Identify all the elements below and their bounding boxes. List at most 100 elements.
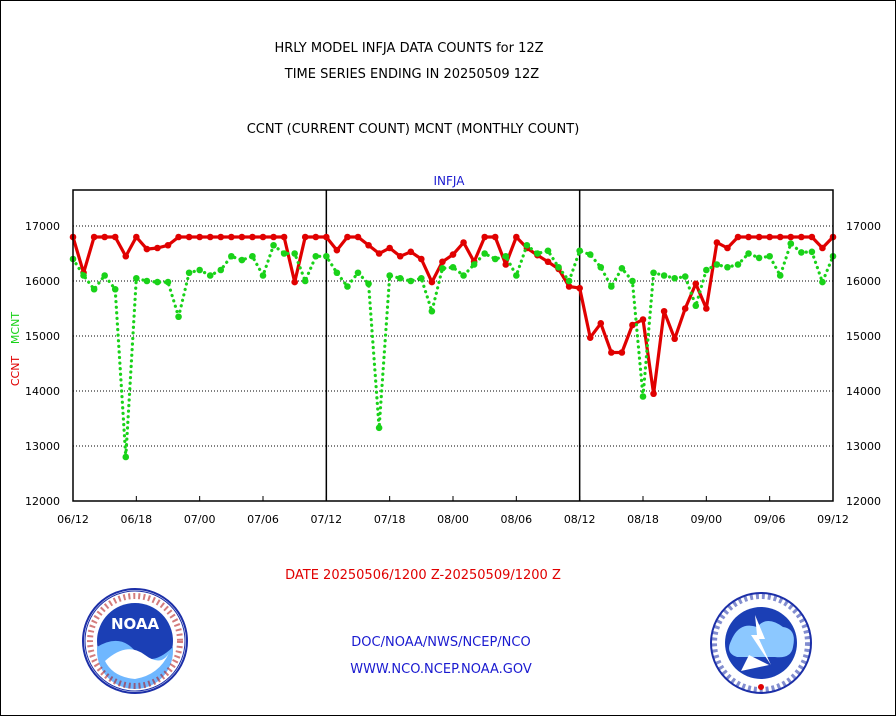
ccnt-point-39: [481, 233, 488, 241]
ccnt-point-68: [787, 233, 795, 241]
ccnt-point-59: [692, 280, 700, 288]
mcnt-point-42: [513, 272, 520, 279]
mcnt-point-58: [681, 273, 689, 280]
mcnt-point-62: [724, 263, 731, 271]
x-tick-label-09-06: 09/06: [754, 513, 786, 526]
x-tick-label-07-18: 07/18: [374, 513, 406, 526]
ccnt-point-14: [217, 233, 225, 241]
ccnt-point-31: [396, 252, 404, 260]
mcnt-point-34: [428, 307, 436, 315]
ccnt-point-67: [776, 233, 784, 241]
org-path: DOC/NOAA/NWS/NCEP/NCO: [351, 635, 530, 650]
ccnt-point-52: [618, 349, 626, 356]
mcnt-point-1: [80, 272, 87, 279]
ccnt-point-62: [724, 244, 731, 252]
ccnt-point-26: [344, 233, 351, 241]
ccnt-point-42: [513, 233, 520, 241]
ccnt-point-22: [301, 233, 309, 241]
mcnt-point-44: [534, 250, 541, 257]
mcnt-point-35: [439, 265, 446, 272]
mcnt-point-70: [808, 248, 816, 256]
y-tick-label-right-13000: 13000: [846, 440, 881, 453]
mcnt-point-63: [734, 261, 742, 268]
ccnt-point-8: [154, 244, 161, 252]
ccnt-point-53: [629, 321, 636, 329]
ccnt-point-18: [259, 233, 267, 241]
y-axis-label-mcnt: MCNT: [9, 312, 22, 344]
ccnt-point-15: [228, 233, 235, 241]
nws-logo: [710, 592, 812, 694]
ccnt-point-10: [175, 233, 182, 241]
mcnt-point-52: [618, 265, 626, 272]
x-tick-label-06-12: 06/12: [57, 513, 89, 526]
mcnt-point-41: [502, 252, 510, 260]
ccnt-point-64: [745, 233, 752, 241]
ccnt-point-51: [608, 349, 615, 356]
ccnt-point-12: [196, 233, 203, 241]
y-tick-label-right-14000: 14000: [846, 385, 881, 398]
ccnt-point-69: [798, 233, 805, 241]
ccnt-series: [69, 233, 837, 398]
ccnt-point-66: [766, 233, 773, 241]
mcnt-point-17: [249, 252, 256, 260]
ccnt-point-7: [143, 245, 151, 253]
org-url[interactable]: WWW.NCO.NCEP.NOAA.GOV: [350, 662, 532, 677]
mcnt-point-36: [449, 263, 457, 271]
ccnt-point-5: [122, 252, 130, 260]
x-tick-label-08-06: 08/06: [500, 513, 532, 526]
mcnt-point-46: [555, 263, 562, 271]
ccnt-point-32: [407, 248, 415, 256]
ccnt-point-65: [755, 233, 763, 241]
x-tick-label-07-06: 07/06: [247, 513, 279, 526]
mcnt-point-68: [787, 240, 795, 247]
mcnt-point-11: [185, 269, 193, 277]
mcnt-point-20: [280, 250, 288, 257]
mcnt-point-5: [122, 453, 130, 461]
plot-border: [72, 189, 834, 502]
ccnt-point-13: [206, 233, 214, 241]
ccnt-point-6: [133, 233, 140, 241]
mcnt-point-55: [650, 269, 657, 277]
mcnt-point-64: [745, 250, 752, 257]
ccnt-point-55: [650, 390, 657, 398]
x-tick-label-09-00: 09/00: [690, 513, 722, 526]
mcnt-point-31: [396, 274, 404, 282]
mcnt-point-69: [798, 249, 805, 256]
x-tick-label-08-12: 08/12: [564, 513, 596, 526]
ccnt-point-19: [270, 233, 277, 241]
ccnt-point-54: [639, 316, 647, 323]
ccnt-point-41: [502, 261, 510, 268]
mcnt-series: [69, 240, 837, 461]
mcnt-point-37: [460, 272, 467, 279]
ccnt-point-33: [418, 255, 425, 263]
mcnt-point-13: [206, 272, 214, 279]
mcnt-point-33: [418, 274, 425, 282]
mcnt-point-10: [175, 313, 182, 321]
ccnt-point-63: [734, 233, 742, 241]
y-tick-label-left-14000: 14000: [25, 385, 60, 398]
mcnt-point-59: [692, 302, 700, 310]
mcnt-point-49: [586, 251, 594, 258]
mcnt-point-18: [259, 272, 267, 279]
ccnt-point-58: [681, 305, 689, 312]
mcnt-point-50: [597, 263, 605, 271]
mcnt-point-45: [544, 247, 552, 255]
noaa-logo-text: NOAA: [111, 615, 160, 633]
mcnt-point-14: [217, 266, 225, 274]
ccnt-point-60: [703, 305, 710, 312]
mcnt-point-43: [523, 241, 531, 249]
ccnt-point-36: [449, 251, 457, 258]
mcnt-point-30: [386, 272, 393, 279]
mcnt-point-21: [291, 250, 298, 257]
mcnt-point-65: [755, 254, 763, 262]
ccnt-point-57: [671, 335, 678, 343]
ccnt-point-49: [586, 334, 594, 341]
mcnt-point-67: [776, 272, 784, 279]
ccnt-point-30: [386, 244, 393, 252]
ccnt-point-21: [291, 278, 298, 286]
mcnt-line: [71, 242, 835, 459]
mcnt-point-29: [375, 424, 383, 432]
x-tick-label-06-18: 06/18: [120, 513, 152, 526]
mcnt-point-39: [481, 250, 488, 257]
